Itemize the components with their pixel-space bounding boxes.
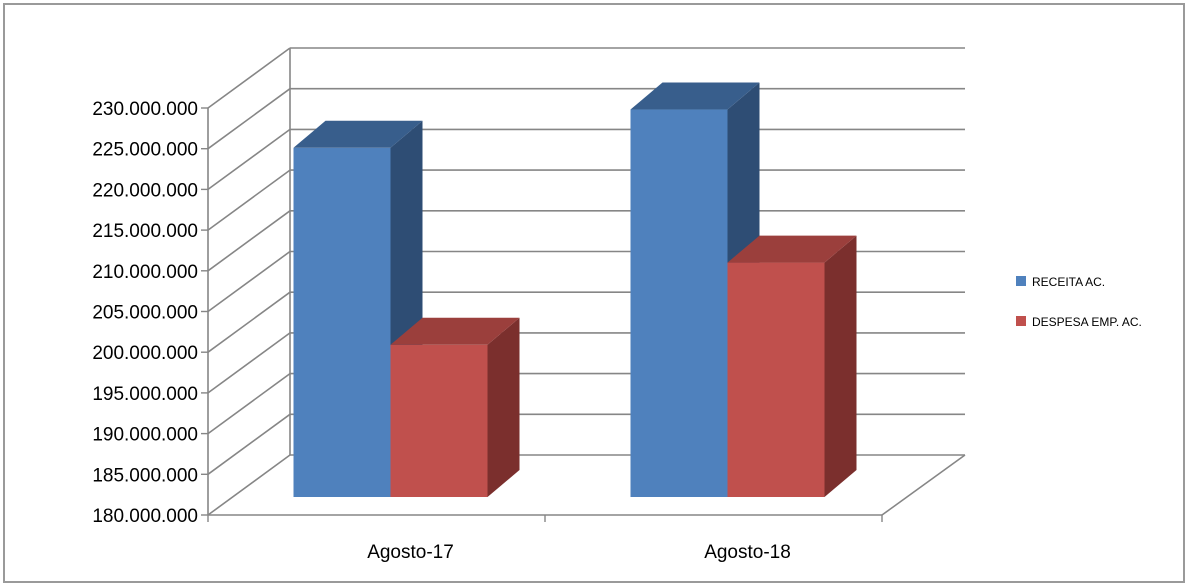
bar-top: [293, 120, 423, 148]
bar-side: [487, 317, 520, 497]
gridline-wall: [207, 47, 291, 109]
x-tick-label: Agosto-17: [367, 542, 454, 563]
bar-front: [390, 344, 488, 497]
y-tick-label: 220.000.000: [92, 180, 198, 201]
bars: [293, 82, 857, 497]
legend-item: DESPESA EMP. AC.: [1016, 315, 1142, 329]
legend-label: RECEITA AC.: [1032, 275, 1105, 289]
bar-top: [727, 235, 857, 263]
y-tick-label: 215.000.000: [92, 221, 198, 242]
x-tick-label: Agosto-18: [704, 542, 791, 563]
legend: RECEITA AC. DESPESA EMP. AC.: [1016, 275, 1142, 329]
legend-item: RECEITA AC.: [1016, 275, 1105, 289]
y-tick-label: 190.000.000: [92, 425, 198, 446]
y-tick-label: 180.000.000: [92, 506, 198, 527]
gridline-wall: [207, 291, 291, 353]
bar-front: [630, 109, 728, 497]
gridline-wall: [207, 88, 291, 150]
y-tick-label: 200.000.000: [92, 343, 198, 364]
bar-side: [824, 235, 857, 497]
legend-swatch: [1016, 316, 1026, 326]
y-tick-label: 195.000.000: [92, 384, 198, 405]
bar: [727, 235, 857, 497]
bar-front: [727, 262, 825, 497]
bar: [390, 317, 520, 497]
floor-edge: [881, 454, 966, 516]
y-tick-label: 230.000.000: [92, 99, 198, 120]
y-tick-label: 205.000.000: [92, 303, 198, 324]
bar-top: [630, 82, 760, 110]
bar-top: [390, 317, 520, 345]
gridline-wall: [207, 128, 291, 191]
gridline-wall: [207, 250, 291, 313]
axes: [201, 48, 966, 522]
gridline-wall: [207, 210, 291, 272]
axis-labels: 180.000.000 185.000.000 190.000.000 195.000…: [92, 99, 790, 563]
legend-swatch: [1016, 276, 1026, 286]
gridline-wall: [207, 332, 291, 394]
gridline-wall: [207, 372, 291, 435]
gridline-wall: [207, 413, 291, 475]
bar-front: [293, 147, 391, 497]
y-tick-label: 185.000.000: [92, 465, 198, 486]
bar: [293, 120, 423, 497]
gridline-wall: [207, 454, 291, 516]
y-tick-label: 210.000.000: [92, 262, 198, 283]
y-tick-label: 225.000.000: [92, 140, 198, 161]
legend-label: DESPESA EMP. AC.: [1032, 315, 1142, 329]
gridline-wall: [207, 169, 291, 231]
